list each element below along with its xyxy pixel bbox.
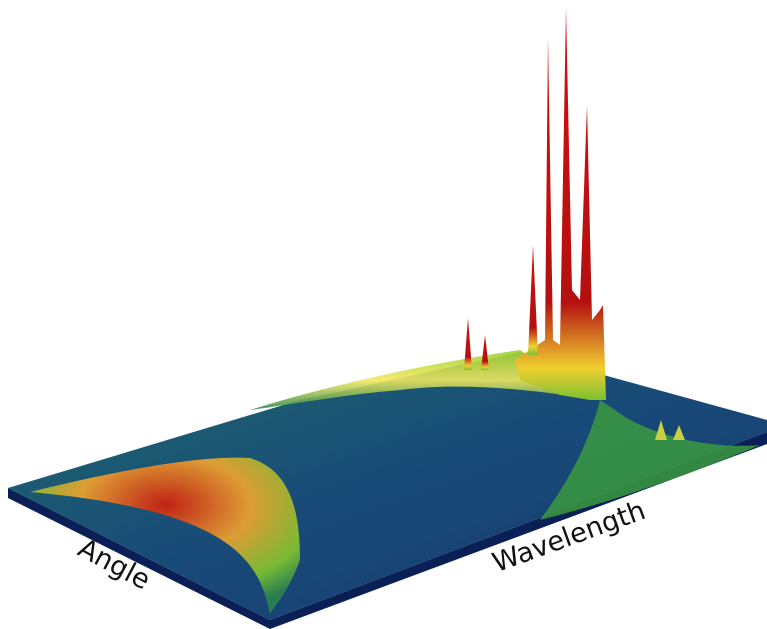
plane bbox=[8, 352, 767, 620]
ridge bbox=[250, 350, 600, 410]
ridge-right bbox=[540, 400, 760, 520]
spikes bbox=[464, 8, 685, 440]
surface bbox=[8, 8, 767, 629]
bump bbox=[30, 457, 300, 615]
